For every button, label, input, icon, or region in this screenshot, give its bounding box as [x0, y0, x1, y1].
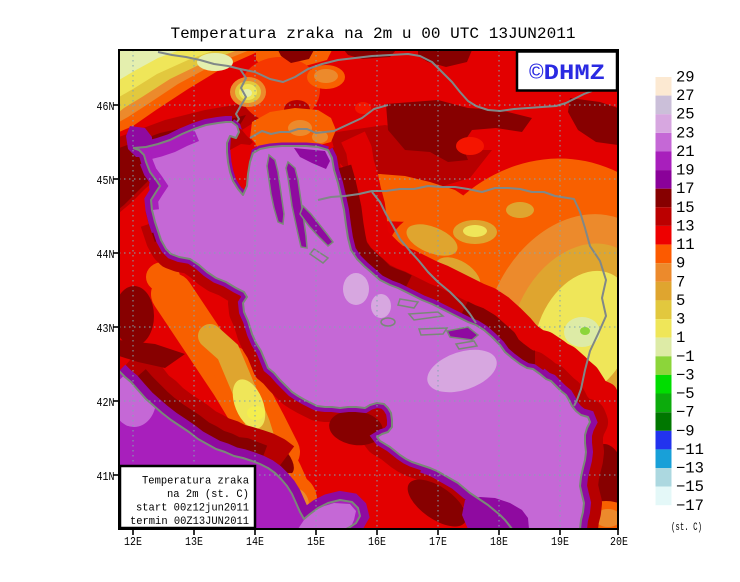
- svg-text:13E: 13E: [185, 536, 203, 549]
- svg-text:12E: 12E: [124, 536, 142, 549]
- svg-text:43N: 43N: [97, 323, 115, 336]
- svg-text:Temperatura zraka: Temperatura zraka: [142, 476, 249, 488]
- svg-text:start 00z12jun2011: start 00z12jun2011: [136, 503, 249, 515]
- svg-text:−17: −17: [676, 497, 704, 515]
- svg-text:41N: 41N: [97, 471, 115, 484]
- svg-text:−13: −13: [676, 460, 704, 478]
- svg-text:44N: 44N: [97, 249, 115, 262]
- svg-text:−15: −15: [676, 478, 704, 496]
- svg-text:−1: −1: [676, 348, 695, 366]
- svg-text:−9: −9: [676, 422, 695, 440]
- svg-text:15E: 15E: [307, 536, 325, 549]
- svg-text:25: 25: [676, 106, 695, 124]
- svg-text:5: 5: [676, 292, 685, 310]
- svg-text:19E: 19E: [551, 536, 569, 549]
- svg-text:1: 1: [676, 329, 685, 347]
- svg-text:−5: −5: [676, 385, 695, 403]
- svg-text:20E: 20E: [610, 536, 628, 549]
- svg-text:14E: 14E: [246, 536, 264, 549]
- svg-text:45N: 45N: [97, 175, 115, 188]
- svg-text:3: 3: [676, 311, 685, 329]
- svg-text:(st. C): (st. C): [671, 522, 702, 534]
- svg-text:13: 13: [676, 218, 695, 236]
- svg-text:9: 9: [676, 255, 685, 273]
- svg-text:15: 15: [676, 199, 695, 217]
- svg-text:23: 23: [676, 124, 695, 142]
- svg-text:termin 00Z13JUN2011: termin 00Z13JUN2011: [130, 516, 249, 528]
- svg-text:na 2m (st. C): na 2m (st. C): [167, 489, 249, 501]
- svg-text:−7: −7: [676, 404, 695, 422]
- svg-text:18E: 18E: [490, 536, 508, 549]
- svg-text:−3: −3: [676, 366, 695, 384]
- svg-text:27: 27: [676, 87, 695, 105]
- svg-text:©DHMZ: ©DHMZ: [529, 61, 605, 86]
- svg-text:19: 19: [676, 162, 695, 180]
- svg-text:29: 29: [676, 69, 695, 87]
- svg-text:46N: 46N: [97, 101, 115, 114]
- svg-text:21: 21: [676, 143, 695, 161]
- svg-text:7: 7: [676, 273, 685, 291]
- svg-text:42N: 42N: [97, 397, 115, 410]
- svg-text:11: 11: [676, 236, 695, 254]
- svg-text:17E: 17E: [429, 536, 447, 549]
- svg-text:Temperatura zraka na 2m u 00 U: Temperatura zraka na 2m u 00 UTC 13JUN20…: [171, 25, 576, 43]
- svg-text:16E: 16E: [368, 536, 386, 549]
- svg-text:17: 17: [676, 180, 695, 198]
- svg-text:−11: −11: [676, 441, 704, 459]
